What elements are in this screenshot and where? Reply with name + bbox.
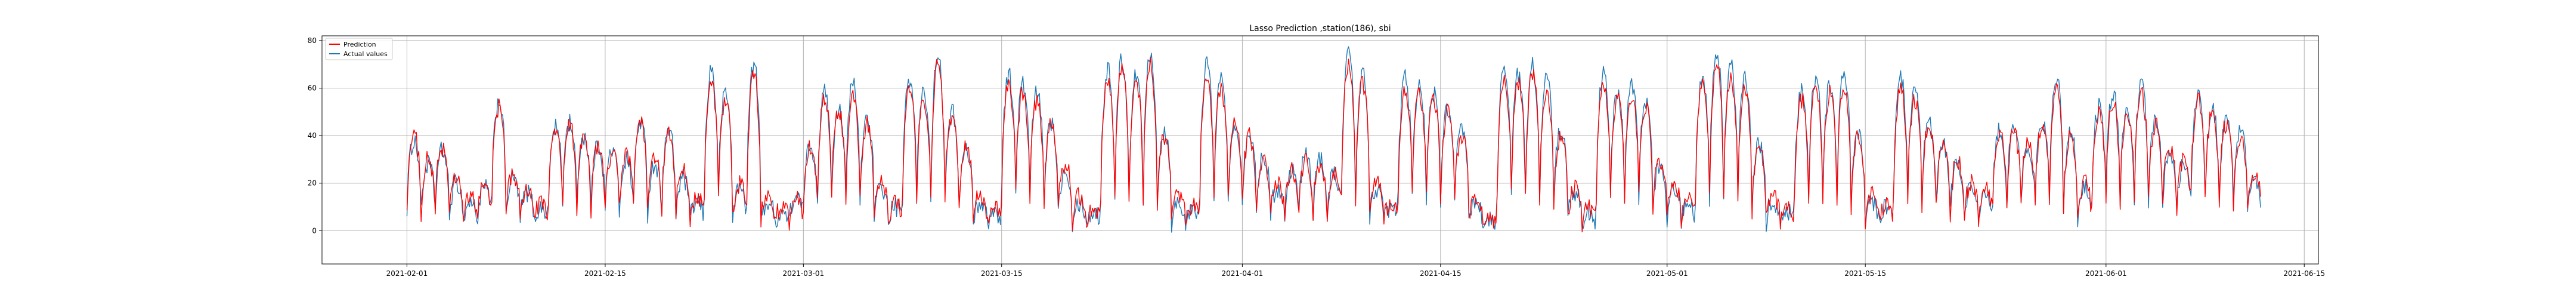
y-tick-label: 0 (312, 226, 317, 235)
x-tick-label: 2021-05-15 (1844, 269, 1886, 278)
x-tick-label: 2021-06-15 (2283, 269, 2325, 278)
x-tick-label: 2021-04-15 (1420, 269, 1462, 278)
x-tick-label: 2021-02-15 (584, 269, 626, 278)
series-layer (406, 46, 2261, 233)
y-tick-label: 20 (308, 179, 317, 188)
legend: Prediction Actual values (325, 38, 393, 60)
y-tick-label: 80 (308, 36, 317, 45)
x-tick-label: 2021-02-01 (386, 269, 428, 278)
legend-label-prediction: Prediction (343, 41, 376, 48)
y-axis: 0 20 40 60 80 (308, 36, 322, 235)
series-line-prediction (406, 57, 2261, 232)
legend-box (325, 38, 393, 60)
x-tick-label: 2021-05-01 (1646, 269, 1688, 278)
x-tick-label: 2021-03-01 (782, 269, 824, 278)
legend-label-actual: Actual values (343, 50, 388, 58)
x-tick-label: 2021-06-01 (2085, 269, 2127, 278)
x-tick-label: 2021-04-01 (1222, 269, 1264, 278)
grid (322, 36, 2318, 264)
chart-title: Lasso Prediction ,station(186), sbi (1249, 24, 1391, 33)
plot-frame (321, 35, 2319, 265)
y-tick-label: 40 (308, 131, 317, 140)
x-axis: 2021-02-01 2021-02-15 2021-03-01 2021-03-15… (386, 264, 2325, 278)
x-tick-label: 2021-03-15 (981, 269, 1023, 278)
y-tick-label: 60 (308, 84, 317, 93)
